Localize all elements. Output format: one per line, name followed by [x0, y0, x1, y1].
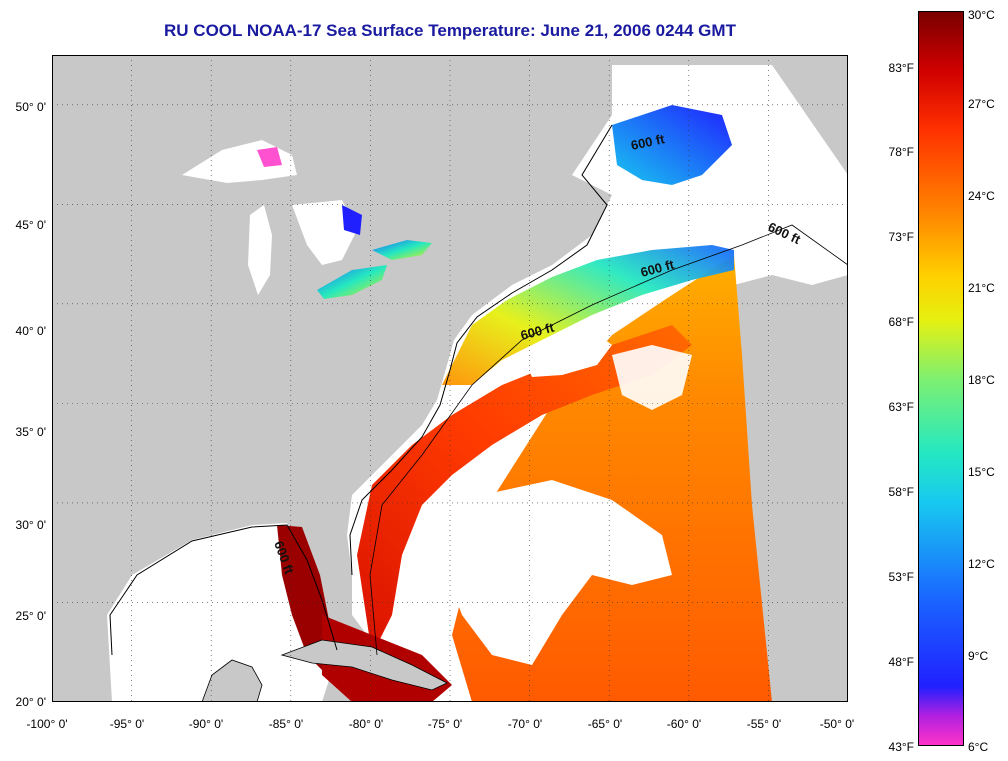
colorbar-celsius-label: 30°C [968, 8, 995, 22]
coastline-east [349, 124, 613, 576]
isobath-600ft [369, 224, 848, 656]
colorbar-fahrenheit-label: 83°F [888, 61, 914, 75]
colorbar-celsius-label: 15°C [968, 465, 995, 479]
colorbar-celsius-label: 24°C [968, 189, 995, 203]
lon-tick-label: -55° 0' [746, 717, 782, 731]
yucatan [201, 659, 263, 702]
colorbar-celsius-label: 6°C [968, 740, 989, 754]
lake-erie [317, 265, 387, 299]
colorbar-fahrenheit-label: 58°F [888, 485, 914, 499]
coastline-gulf [109, 524, 338, 656]
lon-tick-label: -80° 0' [348, 717, 384, 731]
colorbar-fahrenheit-label: 78°F [888, 145, 914, 159]
lon-tick-label: -65° 0' [587, 717, 623, 731]
lake-superior-pink [257, 147, 282, 167]
lat-tick-label: 25° 0' [15, 609, 46, 623]
lat-tick-label: 50° 0' [15, 100, 46, 114]
lon-tick-label: -50° 0' [819, 717, 855, 731]
lon-tick-label: -60° 0' [666, 717, 702, 731]
temperature-colorbar [918, 11, 964, 746]
lon-tick-label: -85° 0' [268, 717, 304, 731]
colorbar-celsius-label: 12°C [968, 557, 995, 571]
colorbar-celsius-label: 18°C [968, 373, 995, 387]
lon-tick-label: -70° 0' [507, 717, 543, 731]
lon-tick-label: -90° 0' [188, 717, 224, 731]
cloud-cover-south [432, 480, 672, 665]
cloud-cover-east [612, 345, 692, 410]
cuba [280, 639, 448, 691]
lat-tick-label: 45° 0' [15, 218, 46, 232]
sst-map: 600 ft 600 ft 600 ft 600 ft 600 ft [52, 55, 848, 702]
map-title: RU COOL NOAA-17 Sea Surface Temperature:… [164, 21, 736, 40]
florida-west-warm [277, 525, 332, 675]
colorbar-celsius-label: 27°C [968, 97, 995, 111]
lat-tick-label: 40° 0' [15, 324, 46, 338]
colorbar-fahrenheit-label: 53°F [888, 570, 914, 584]
lon-tick-label: -95° 0' [109, 717, 145, 731]
colorbar-fahrenheit-label: 63°F [888, 400, 914, 414]
lake-michigan [248, 205, 272, 295]
colorbar-celsius-label: 21°C [968, 281, 995, 295]
lake-huron-blue [342, 205, 362, 235]
colorbar-fahrenheit-label: 43°F [888, 740, 914, 754]
colorbar-fahrenheit-label: 73°F [888, 230, 914, 244]
lat-tick-label: 35° 0' [15, 425, 46, 439]
lon-tick-label: -100° 0' [26, 717, 68, 731]
lake-huron [292, 200, 357, 265]
shelf-waters [442, 245, 734, 385]
colorbar-fahrenheit-label: 48°F [888, 655, 914, 669]
contour-label: 600 ft [630, 131, 667, 153]
gulf-of-st-lawrence [612, 105, 732, 185]
lat-tick-label: 20° 0' [15, 695, 46, 709]
lon-tick-label: -75° 0' [427, 717, 463, 731]
lake-ontario [372, 240, 432, 260]
colorbar-fahrenheit-label: 68°F [888, 315, 914, 329]
cloud-cover-north [522, 330, 612, 377]
colorbar-celsius-label: 9°C [968, 649, 989, 663]
lat-tick-label: 30° 0' [15, 518, 46, 532]
gulf-of-mexico [107, 523, 337, 702]
